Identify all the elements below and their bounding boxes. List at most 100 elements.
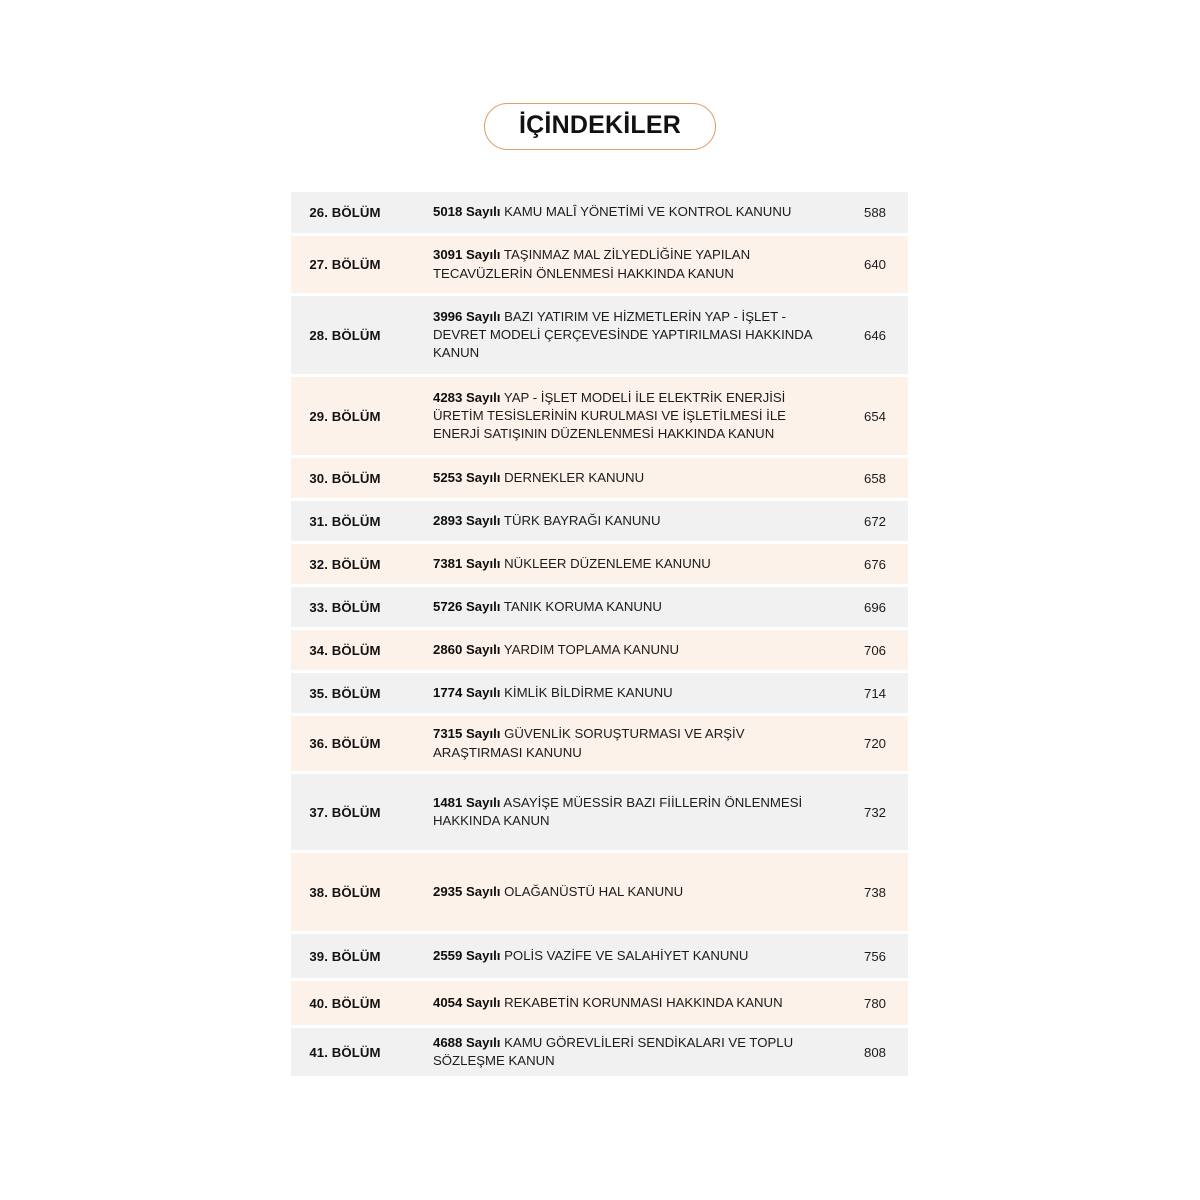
law-number: 5726 Sayılı [433,598,501,614]
law-number: 3996 Sayılı [433,308,501,324]
law-number: 5018 Sayılı [433,204,501,220]
chapter-label: 32. BÖLÜM [309,556,381,572]
law-name: DERNEKLER KANUNU [504,469,645,485]
law-number: 1481 Sayılı [433,794,501,810]
page-number: 672 [863,513,886,529]
table-row[interactable]: 26. BÖLÜM 5018 Sayılı KAMU MALÎ YÖNETİMİ … [291,192,908,233]
law-number: 5253 Sayılı [433,469,501,485]
entry-title: 1481 Sayılı ASAYİŞE MÜESSİR BAZI FİİLLER… [399,794,842,830]
chapter-label: 33. BÖLÜM [309,599,381,615]
law-number: 7315 Sayılı [433,726,501,742]
law-name: POLİS VAZİFE VE SALAHİYET KANUNU [504,947,749,963]
chapter-label: 30. BÖLÜM [309,470,381,486]
page-number: 658 [863,470,886,486]
law-name: TÜRK BAYRAĞI KANUNU [503,512,661,528]
page-number: 732 [863,804,886,820]
table-row[interactable]: 33. BÖLÜM 5726 Sayılı TANIK KORUMA KANUNU… [291,587,908,627]
table-row[interactable]: 29. BÖLÜM 4283 Sayılı YAP - İŞLET MODELİ … [291,377,908,455]
table-row[interactable]: 36. BÖLÜM 7315 Sayılı GÜVENLİK SORUŞTURMA… [291,716,908,771]
law-number: 4283 Sayılı [433,389,501,405]
table-of-contents: 26. BÖLÜM 5018 Sayılı KAMU MALÎ YÖNETİMİ … [291,192,908,1079]
law-number: 2893 Sayılı [433,512,501,528]
entry-title: 4688 Sayılı KAMU GÖREVLİLERİ SENDİKALARI… [399,1034,842,1070]
chapter-label: 35. BÖLÜM [309,685,381,701]
chapter-label: 40. BÖLÜM [309,995,381,1011]
table-row[interactable]: 39. BÖLÜM 2559 Sayılı POLİS VAZİFE VE SAL… [291,934,908,978]
entry-title: 2559 Sayılı POLİS VAZİFE VE SALAHİYET KA… [399,947,842,965]
chapter-label: 36. BÖLÜM [309,736,381,751]
entry-title: 7381 Sayılı NÜKLEER DÜZENLEME KANUNU [399,555,842,573]
law-name: REKABETİN KORUNMASI HAKKINDA KANUN [504,994,783,1010]
page-number: 654 [863,408,886,424]
page-number: 714 [863,685,886,701]
chapter-label: 27. BÖLÜM [309,257,381,272]
table-row[interactable]: 41. BÖLÜM 4688 Sayılı KAMU GÖREVLİLERİ SE… [291,1028,908,1076]
law-number: 7381 Sayılı [433,555,501,571]
page-title: İÇİNDEKİLER [519,111,681,139]
entry-title: 5253 Sayılı DERNEKLER KANUNU [399,469,842,487]
law-number: 4688 Sayılı [433,1034,501,1050]
law-number: 4054 Sayılı [433,994,501,1010]
table-row[interactable]: 40. BÖLÜM 4054 Sayılı REKABETİN KORUNMASI… [291,981,908,1025]
page-number: 588 [863,205,886,220]
entry-title: 3996 Sayılı BAZI YATIRIM VE HİZMETLERİN … [399,308,842,363]
law-name: KİMLİK BİLDİRME KANUNU [504,684,673,700]
page-number: 738 [863,884,886,900]
chapter-label: 29. BÖLÜM [309,408,381,424]
law-name: TANIK KORUMA KANUNU [503,598,662,614]
chapter-label: 39. BÖLÜM [309,948,381,964]
table-row[interactable]: 34. BÖLÜM 2860 Sayılı YARDIM TOPLAMA KANU… [291,630,908,670]
page-number: 706 [863,642,886,658]
page-number: 696 [863,599,886,615]
page-title-badge: İÇİNDEKİLER [484,103,716,150]
entry-title: 2935 Sayılı OLAĞANÜSTÜ HAL KANUNU [399,883,842,901]
law-name: KAMU GÖREVLİLERİ SENDİKALARI VE TOPLU SÖ… [433,1034,794,1068]
law-name: ASAYİŞE MÜESSİR BAZI FİİLLERİN ÖNLENMESİ… [433,794,803,828]
chapter-label: 28. BÖLÜM [309,327,381,343]
entry-title: 5726 Sayılı TANIK KORUMA KANUNU [399,598,842,616]
table-row[interactable]: 28. BÖLÜM 3996 Sayılı BAZI YATIRIM VE HİZ… [291,296,908,374]
law-number: 2559 Sayılı [433,947,501,963]
page-number: 720 [863,736,886,751]
law-name: TAŞINMAZ MAL ZİLYEDLİĞİNE YAPILAN TECAVÜ… [433,247,751,281]
table-row[interactable]: 31. BÖLÜM 2893 Sayılı TÜRK BAYRAĞI KANUNU… [291,501,908,541]
chapter-label: 31. BÖLÜM [309,513,381,529]
chapter-label: 38. BÖLÜM [309,884,381,900]
page-number: 676 [863,556,886,572]
chapter-label: 34. BÖLÜM [309,642,381,658]
page-title-container: İÇİNDEKİLER [0,103,1200,150]
entry-title: 3091 Sayılı TAŞINMAZ MAL ZİLYEDLİĞİNE YA… [399,246,842,282]
table-row[interactable]: 30. BÖLÜM 5253 Sayılı DERNEKLER KANUNU 658 [291,458,908,498]
law-number: 3091 Sayılı [433,247,501,263]
entry-title: 4054 Sayılı REKABETİN KORUNMASI HAKKINDA… [399,994,842,1012]
table-row[interactable]: 35. BÖLÜM 1774 Sayılı KİMLİK BİLDİRME KAN… [291,673,908,713]
entry-title: 4283 Sayılı YAP - İŞLET MODELİ İLE ELEKT… [399,389,842,444]
page-number: 640 [863,257,886,272]
law-name: YARDIM TOPLAMA KANUNU [503,641,680,657]
law-name: OLAĞANÜSTÜ HAL KANUNU [504,883,684,899]
table-row[interactable]: 38. BÖLÜM 2935 Sayılı OLAĞANÜSTÜ HAL KANU… [291,853,908,931]
table-row[interactable]: 32. BÖLÜM 7381 Sayılı NÜKLEER DÜZENLEME K… [291,544,908,584]
entry-title: 7315 Sayılı GÜVENLİK SORUŞTURMASI VE ARŞ… [399,725,842,761]
law-number: 2860 Sayılı [433,641,501,657]
table-row[interactable]: 27. BÖLÜM 3091 Sayılı TAŞINMAZ MAL ZİLYED… [291,236,908,293]
law-name: YAP - İŞLET MODELİ İLE ELEKTRİK ENERJİSİ… [433,389,786,442]
page-number: 756 [863,948,886,964]
chapter-label: 37. BÖLÜM [309,804,381,820]
page-number: 808 [863,1044,886,1060]
page-number: 646 [863,327,886,343]
entry-title: 2893 Sayılı TÜRK BAYRAĞI KANUNU [399,512,842,530]
law-name: BAZI YATIRIM VE HİZMETLERİN YAP - İŞLET … [433,308,812,361]
law-name: KAMU MALÎ YÖNETİMİ VE KONTROL KANUNU [504,204,792,220]
table-row[interactable]: 37. BÖLÜM 1481 Sayılı ASAYİŞE MÜESSİR BAZ… [291,774,908,850]
chapter-label: 26. BÖLÜM [309,205,381,220]
law-number: 2935 Sayılı [433,883,501,899]
law-number: 1774 Sayılı [433,684,501,700]
law-name: GÜVENLİK SORUŞTURMASI VE ARŞİV ARAŞTIRMA… [433,726,745,760]
entry-title: 1774 Sayılı KİMLİK BİLDİRME KANUNU [399,684,842,702]
entry-title: 2860 Sayılı YARDIM TOPLAMA KANUNU [399,641,842,659]
law-name: NÜKLEER DÜZENLEME KANUNU [504,555,711,571]
chapter-label: 41. BÖLÜM [309,1044,381,1060]
page-number: 780 [863,995,886,1011]
